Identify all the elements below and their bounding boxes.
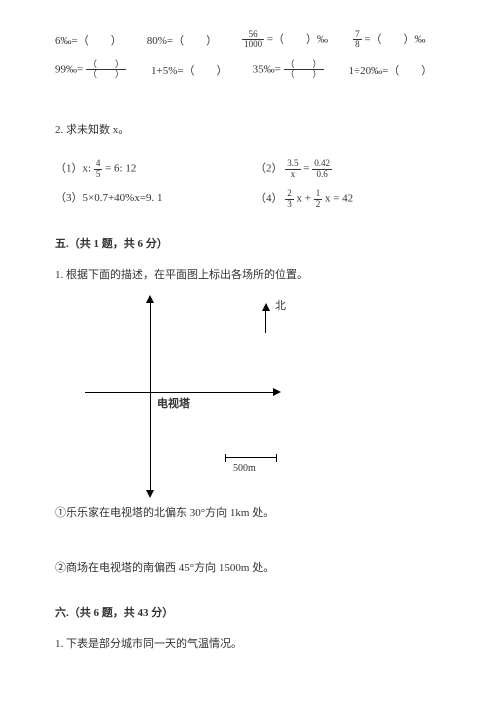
section-5-q1: 1. 根据下面的描述，在平面图上标出各场所的位置。	[55, 267, 445, 285]
expr-2c: 35‰= （ ） （ ）	[253, 60, 324, 80]
question-2-title: 2. 求未知数 x。	[55, 122, 445, 140]
fraction-icon: 7 8	[353, 30, 362, 50]
fraction-icon: 1 2	[314, 189, 323, 209]
axis-vertical-icon	[150, 297, 151, 492]
fraction-icon: 3.5 x	[285, 159, 300, 179]
expr-1a: 6‰=（ ）	[55, 32, 122, 48]
equation-2: （2） 3.5 x = 0.42 0.6	[255, 159, 332, 179]
expr-1d: 7 8 =（ ）‰	[353, 30, 425, 50]
equation-row-2: （3）5×0.7+40%x=9. 1 （4） 2 3 x + 1 2 x = 4…	[55, 189, 445, 209]
section-6-title: 六.（共 6 题，共 43 分）	[55, 604, 445, 620]
equation-4: （4） 2 3 x + 1 2 x = 42	[255, 189, 353, 209]
section-5-item-2: ②商场在电视塔的南偏西 45°方向 1500m 处。	[55, 560, 445, 578]
expr-1c: 56 1000 =（ ）‰	[242, 30, 328, 50]
coordinate-diagram: 北 电视塔 500m	[85, 297, 305, 497]
equation-row-1: （1）x: 4 5 = 6: 12 （2） 3.5 x = 0.42 0.6	[55, 159, 445, 179]
fraction-icon: 56 1000	[242, 30, 264, 50]
fraction-icon: 0.42 0.6	[312, 159, 332, 179]
expr-2b: 1+5%=（ ）	[151, 62, 228, 78]
arrow-right-icon	[273, 388, 281, 396]
section-6-q1: 1. 下表是部分城市同一天的气温情况。	[55, 636, 445, 654]
arrow-up-icon	[146, 295, 154, 303]
equation-1: （1）x: 4 5 = 6: 12	[55, 159, 255, 179]
center-label: 电视塔	[157, 395, 190, 411]
scale-bar-icon	[225, 457, 277, 458]
expr-1b: 80%=（ ）	[147, 32, 217, 48]
scale-label: 500m	[233, 463, 256, 474]
axis-horizontal-icon	[85, 392, 275, 393]
fraction-icon: （ ） （ ）	[86, 60, 126, 80]
arrow-down-icon	[146, 490, 154, 498]
north-arrow-icon	[265, 305, 266, 333]
fraction-icon: 4 5	[94, 159, 103, 179]
expr-2a: 99‰= （ ） （ ）	[55, 60, 126, 80]
equation-3: （3）5×0.7+40%x=9. 1	[55, 189, 255, 209]
fraction-icon: （ ） （ ）	[284, 60, 324, 80]
north-label: 北	[275, 297, 286, 313]
expr-2d: 1÷20‰=（ ）	[349, 62, 433, 78]
fraction-icon: 2 3	[285, 189, 294, 209]
exercise-row-2: 99‰= （ ） （ ） 1+5%=（ ） 35‰= （ ） （ ） 1÷20‰…	[55, 60, 445, 80]
section-5-item-1: ①乐乐家在电视塔的北偏东 30°方向 1km 处。	[55, 505, 445, 523]
exercise-row-1: 6‰=（ ） 80%=（ ） 56 1000 =（ ）‰ 7 8 =（ ）‰	[55, 30, 445, 50]
section-5-title: 五.（共 1 题，共 6 分）	[55, 235, 445, 251]
